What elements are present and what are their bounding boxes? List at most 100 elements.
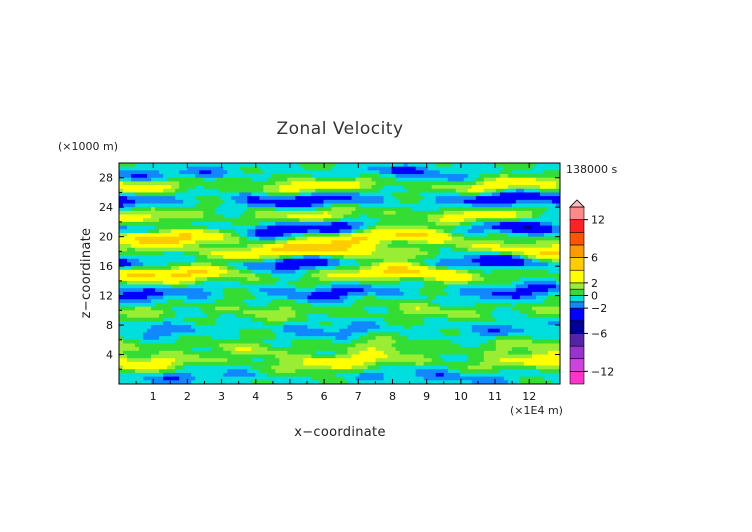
- heatmap-cell: [319, 277, 325, 282]
- heatmap-cell: [451, 199, 457, 205]
- heatmap-cell: [415, 258, 421, 264]
- heatmap-cell: [167, 273, 172, 278]
- heatmap-cell: [159, 291, 164, 297]
- heatmap-cell: [459, 310, 465, 315]
- heatmap-cell: [435, 310, 441, 315]
- heatmap-cell: [311, 232, 317, 238]
- heatmap-cell: [143, 221, 148, 227]
- heatmap-cell: [483, 170, 489, 175]
- heatmap-cell: [447, 199, 453, 205]
- heatmap-cell: [323, 258, 329, 264]
- heatmap-cell: [479, 185, 485, 190]
- heatmap-cell: [171, 221, 176, 227]
- heatmap-cell: [467, 229, 473, 234]
- heatmap-cell: [479, 269, 485, 275]
- heatmap-cell: [119, 255, 124, 260]
- heatmap-cell: [515, 306, 521, 311]
- heatmap-cell: [503, 181, 509, 186]
- heatmap-cell: [435, 218, 441, 223]
- heatmap-cell: [163, 218, 168, 223]
- heatmap-cell: [515, 218, 521, 223]
- heatmap-cell: [279, 203, 284, 208]
- heatmap-cell: [451, 232, 457, 238]
- heatmap-cell: [275, 247, 280, 252]
- heatmap-cell: [183, 232, 188, 238]
- heatmap-cell: [375, 177, 381, 183]
- heatmap-cell: [299, 218, 305, 223]
- heatmap-cell: [247, 207, 252, 212]
- heatmap-cell: [479, 225, 485, 230]
- heatmap-cell: [387, 185, 393, 190]
- heatmap-cell: [271, 225, 276, 230]
- heatmap-cell: [199, 170, 204, 175]
- heatmap-cell: [503, 163, 509, 168]
- heatmap-cell: [187, 185, 192, 190]
- heatmap-cell: [295, 240, 301, 245]
- heatmap-cell: [431, 302, 437, 308]
- heatmap-cell: [199, 163, 204, 168]
- heatmap-cell: [371, 199, 377, 205]
- heatmap-cell: [287, 291, 292, 297]
- heatmap-cell: [411, 199, 417, 205]
- heatmap-cell: [231, 232, 236, 238]
- heatmap-cell: [403, 258, 409, 264]
- heatmap-cell: [255, 214, 260, 219]
- heatmap-cell: [447, 325, 453, 330]
- heatmap-cell: [427, 288, 433, 293]
- heatmap-cell: [423, 236, 429, 241]
- heatmap-cell: [359, 295, 365, 300]
- heatmap-cell: [259, 325, 264, 330]
- heatmap-cell: [547, 240, 553, 245]
- heatmap-cell: [223, 310, 228, 315]
- heatmap-cell: [363, 247, 369, 252]
- heatmap-cell: [279, 247, 284, 252]
- heatmap-cell: [443, 310, 449, 315]
- heatmap-cell: [491, 262, 497, 267]
- heatmap-cell: [387, 299, 393, 304]
- heatmap-cell: [427, 321, 433, 326]
- heatmap-cell: [119, 177, 124, 183]
- heatmap-cell: [399, 258, 405, 264]
- heatmap-cell: [147, 247, 152, 252]
- heatmap-cell: [411, 325, 417, 330]
- heatmap-cell: [303, 317, 309, 322]
- heatmap-cell: [423, 188, 429, 194]
- heatmap-cell: [223, 240, 228, 245]
- heatmap-cell: [495, 185, 501, 190]
- heatmap-cell: [119, 306, 124, 311]
- heatmap-cell: [183, 218, 188, 223]
- heatmap-cell: [223, 288, 228, 293]
- heatmap-cell: [215, 221, 220, 227]
- heatmap-cell: [475, 317, 481, 322]
- heatmap-cell: [159, 244, 164, 249]
- heatmap-cell: [319, 247, 325, 252]
- heatmap-cell: [523, 170, 529, 175]
- heatmap-cell: [451, 203, 457, 208]
- heatmap-cell: [135, 295, 140, 300]
- heatmap-cell: [391, 170, 397, 175]
- heatmap-cell: [379, 240, 385, 245]
- heatmap-cell: [291, 302, 296, 308]
- heatmap-cell: [195, 221, 200, 227]
- heatmap-cell: [151, 314, 156, 319]
- heatmap-cell: [275, 306, 280, 311]
- heatmap-cell: [355, 291, 361, 297]
- heatmap-cell: [503, 240, 509, 245]
- heatmap-cell: [451, 258, 457, 264]
- heatmap-cell: [339, 291, 345, 297]
- heatmap-cell: [447, 177, 453, 183]
- heatmap-cell: [535, 181, 541, 186]
- heatmap-cell: [435, 302, 441, 308]
- heatmap-cell: [235, 218, 240, 223]
- heatmap-cell: [295, 177, 301, 183]
- heatmap-cell: [159, 236, 164, 241]
- heatmap-cell: [283, 288, 288, 293]
- heatmap-cell: [199, 207, 204, 212]
- heatmap-cell: [379, 229, 385, 234]
- heatmap-cell: [411, 207, 417, 212]
- heatmap-cell: [127, 166, 132, 171]
- heatmap-cell: [195, 185, 200, 190]
- heatmap-cell: [235, 185, 240, 190]
- heatmap-cell: [331, 163, 337, 168]
- heatmap-cell: [251, 288, 256, 293]
